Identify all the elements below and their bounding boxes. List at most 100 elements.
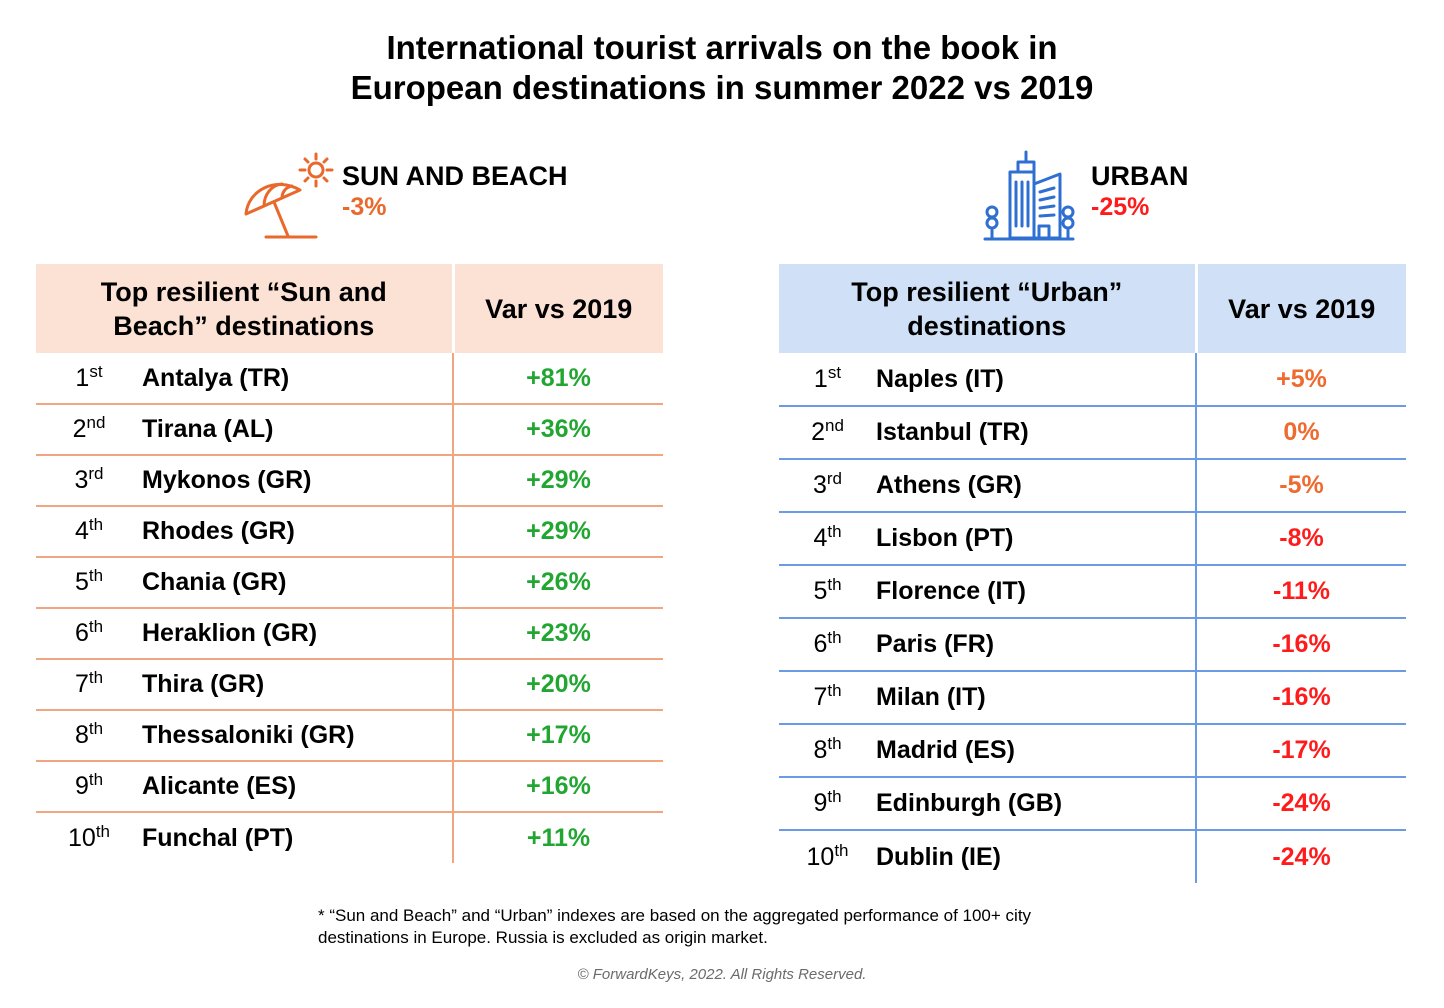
rank-suffix: st — [89, 361, 103, 381]
rank-number: 2 — [72, 415, 87, 443]
rank-suffix: th — [827, 681, 842, 700]
table-row: 1st Antalya (TR) +81% — [36, 353, 663, 405]
destination-name: Dublin (IE) — [876, 842, 1001, 871]
sun-beach-segment-var: -3% — [342, 193, 387, 221]
title-line-2: European destinations in summer 2022 vs … — [350, 69, 1094, 106]
destination-name: Florence (IT) — [876, 565, 1196, 619]
variation-value: +36% — [452, 404, 663, 456]
rank-number: 10 — [806, 842, 835, 871]
table-row: 9th Edinburgh (GB) -24% — [779, 777, 1406, 831]
rank-suffix: rd — [826, 469, 843, 488]
rank-cell: 1st — [36, 353, 142, 405]
table-row: 7th Thira (GR) +20% — [36, 659, 663, 711]
urban-table: Top resilient “Urban” destinations Var v… — [779, 264, 1406, 883]
rank-cell: 9th — [779, 777, 876, 831]
variation-value: -11% — [1195, 565, 1406, 619]
table-row: 8th Madrid (ES) -17% — [779, 724, 1406, 778]
table-row: 4th Lisbon (PT) -8% — [779, 512, 1406, 566]
table-row: 5th Florence (IT) -11% — [779, 565, 1406, 619]
rank-suffix: th — [88, 719, 104, 738]
table-row: 1st Naples (IT) +5% — [779, 353, 1406, 407]
rank-cell: 6th — [779, 618, 876, 672]
rank-suffix: th — [834, 840, 849, 860]
table-row: 7th Milan (IT) -16% — [779, 671, 1406, 725]
rank-suffix: nd — [86, 413, 106, 432]
rank-number: 1 — [75, 363, 90, 392]
title-line-1: International tourist arrivals on the bo… — [386, 29, 1058, 66]
rank-cell: 3rd — [779, 459, 876, 513]
rank-cell: 9th — [36, 761, 142, 813]
destination-name: Alicante (ES) — [142, 761, 453, 813]
destination-name: Tirana (AL) — [142, 404, 453, 456]
variation-value: -24% — [1195, 777, 1406, 831]
rank-suffix: th — [827, 734, 842, 753]
variation-value: -5% — [1195, 459, 1406, 513]
urban-segment-header: URBAN -25% — [1091, 160, 1189, 222]
table-row: 3rd Mykonos (GR) +29% — [36, 455, 663, 507]
rank-suffix: th — [88, 770, 104, 789]
rank-number: 9 — [74, 772, 89, 800]
rank-suffix: th — [827, 522, 842, 541]
rank-number: 5 — [74, 568, 89, 596]
destination-name: Edinburgh (GB) — [876, 777, 1196, 831]
header-line: Top resilient “Sun and — [100, 276, 387, 307]
rank-number: 4 — [74, 517, 89, 545]
footnote-line-1: * “Sun and Beach” and “Urban” indexes ar… — [318, 906, 1032, 925]
destination-name: Thessaloniki (GR) — [142, 710, 453, 762]
rank-cell: 7th — [779, 671, 876, 725]
rank-number: 5 — [813, 577, 828, 605]
rank-suffix: th — [827, 787, 842, 806]
rank-cell: 5th — [36, 557, 142, 609]
rank-number: 6 — [813, 630, 828, 658]
footnote: * “Sun and Beach” and “Urban” indexes ar… — [318, 905, 1031, 949]
var-column-header: Var vs 2019 — [1196, 264, 1406, 353]
destination-name: Chania (GR) — [142, 557, 453, 609]
rank-cell: 8th — [779, 724, 876, 778]
variation-value: 0% — [1195, 406, 1406, 460]
table-row: 4th Rhodes (GR) +29% — [36, 506, 663, 558]
rank-cell: 8th — [36, 710, 142, 762]
rank-number: 8 — [74, 721, 89, 749]
rank-cell: 2nd — [36, 404, 142, 456]
rank-number: 10 — [68, 823, 96, 852]
rank-number: 3 — [74, 466, 89, 494]
rank-number: 9 — [813, 789, 828, 817]
destination-name: Istanbul (TR) — [876, 406, 1196, 460]
rank-cell: 3rd — [36, 455, 142, 507]
variation-value: +11% — [452, 812, 663, 863]
table-row: 5th Chania (GR) +26% — [36, 557, 663, 609]
rank-number: 8 — [813, 736, 828, 764]
header-line: Top resilient “Urban” — [851, 276, 1123, 307]
rank-cell: 7th — [36, 659, 142, 711]
variation-value: -8% — [1195, 512, 1406, 566]
variation-value: +29% — [452, 455, 663, 507]
rank-suffix: st — [827, 362, 842, 382]
variation-value: -16% — [1195, 618, 1406, 672]
rank-suffix: rd — [88, 464, 104, 483]
variation-value: +20% — [452, 659, 663, 711]
copyright-notice: © ForwardKeys, 2022. All Rights Reserved… — [577, 966, 867, 983]
table-row: 3rd Athens (GR) -5% — [779, 459, 1406, 513]
variation-value: -24% — [1195, 830, 1406, 883]
rank-number: 1 — [813, 364, 828, 393]
rank-cell: 4th — [36, 506, 142, 558]
table-row: 2nd Tirana (AL) +36% — [36, 404, 663, 456]
rank-number: 7 — [813, 683, 828, 711]
sun-beach-segment-header: SUN AND BEACH -3% — [342, 160, 568, 222]
destination-name: Mykonos (GR) — [142, 455, 453, 507]
destination-name: Rhodes (GR) — [142, 506, 453, 558]
destinations-column-header: Top resilient “Urban” destinations — [779, 264, 1198, 353]
variation-value: +17% — [452, 710, 663, 762]
variation-value: +5% — [1195, 353, 1406, 407]
rank-suffix: nd — [824, 416, 844, 435]
destination-name: Heraklion (GR) — [142, 608, 453, 660]
rank-suffix: th — [88, 617, 104, 636]
rank-number: 6 — [74, 619, 89, 647]
destination-name: Thira (GR) — [142, 659, 453, 711]
destination-name: Naples (IT) — [876, 353, 1196, 407]
variation-value: +81% — [452, 353, 663, 405]
city-buildings-icon — [983, 150, 1075, 241]
table-row: 8th Thessaloniki (GR) +17% — [36, 710, 663, 762]
urban-segment-var: -25% — [1091, 193, 1150, 221]
rank-number: 2 — [811, 418, 825, 446]
